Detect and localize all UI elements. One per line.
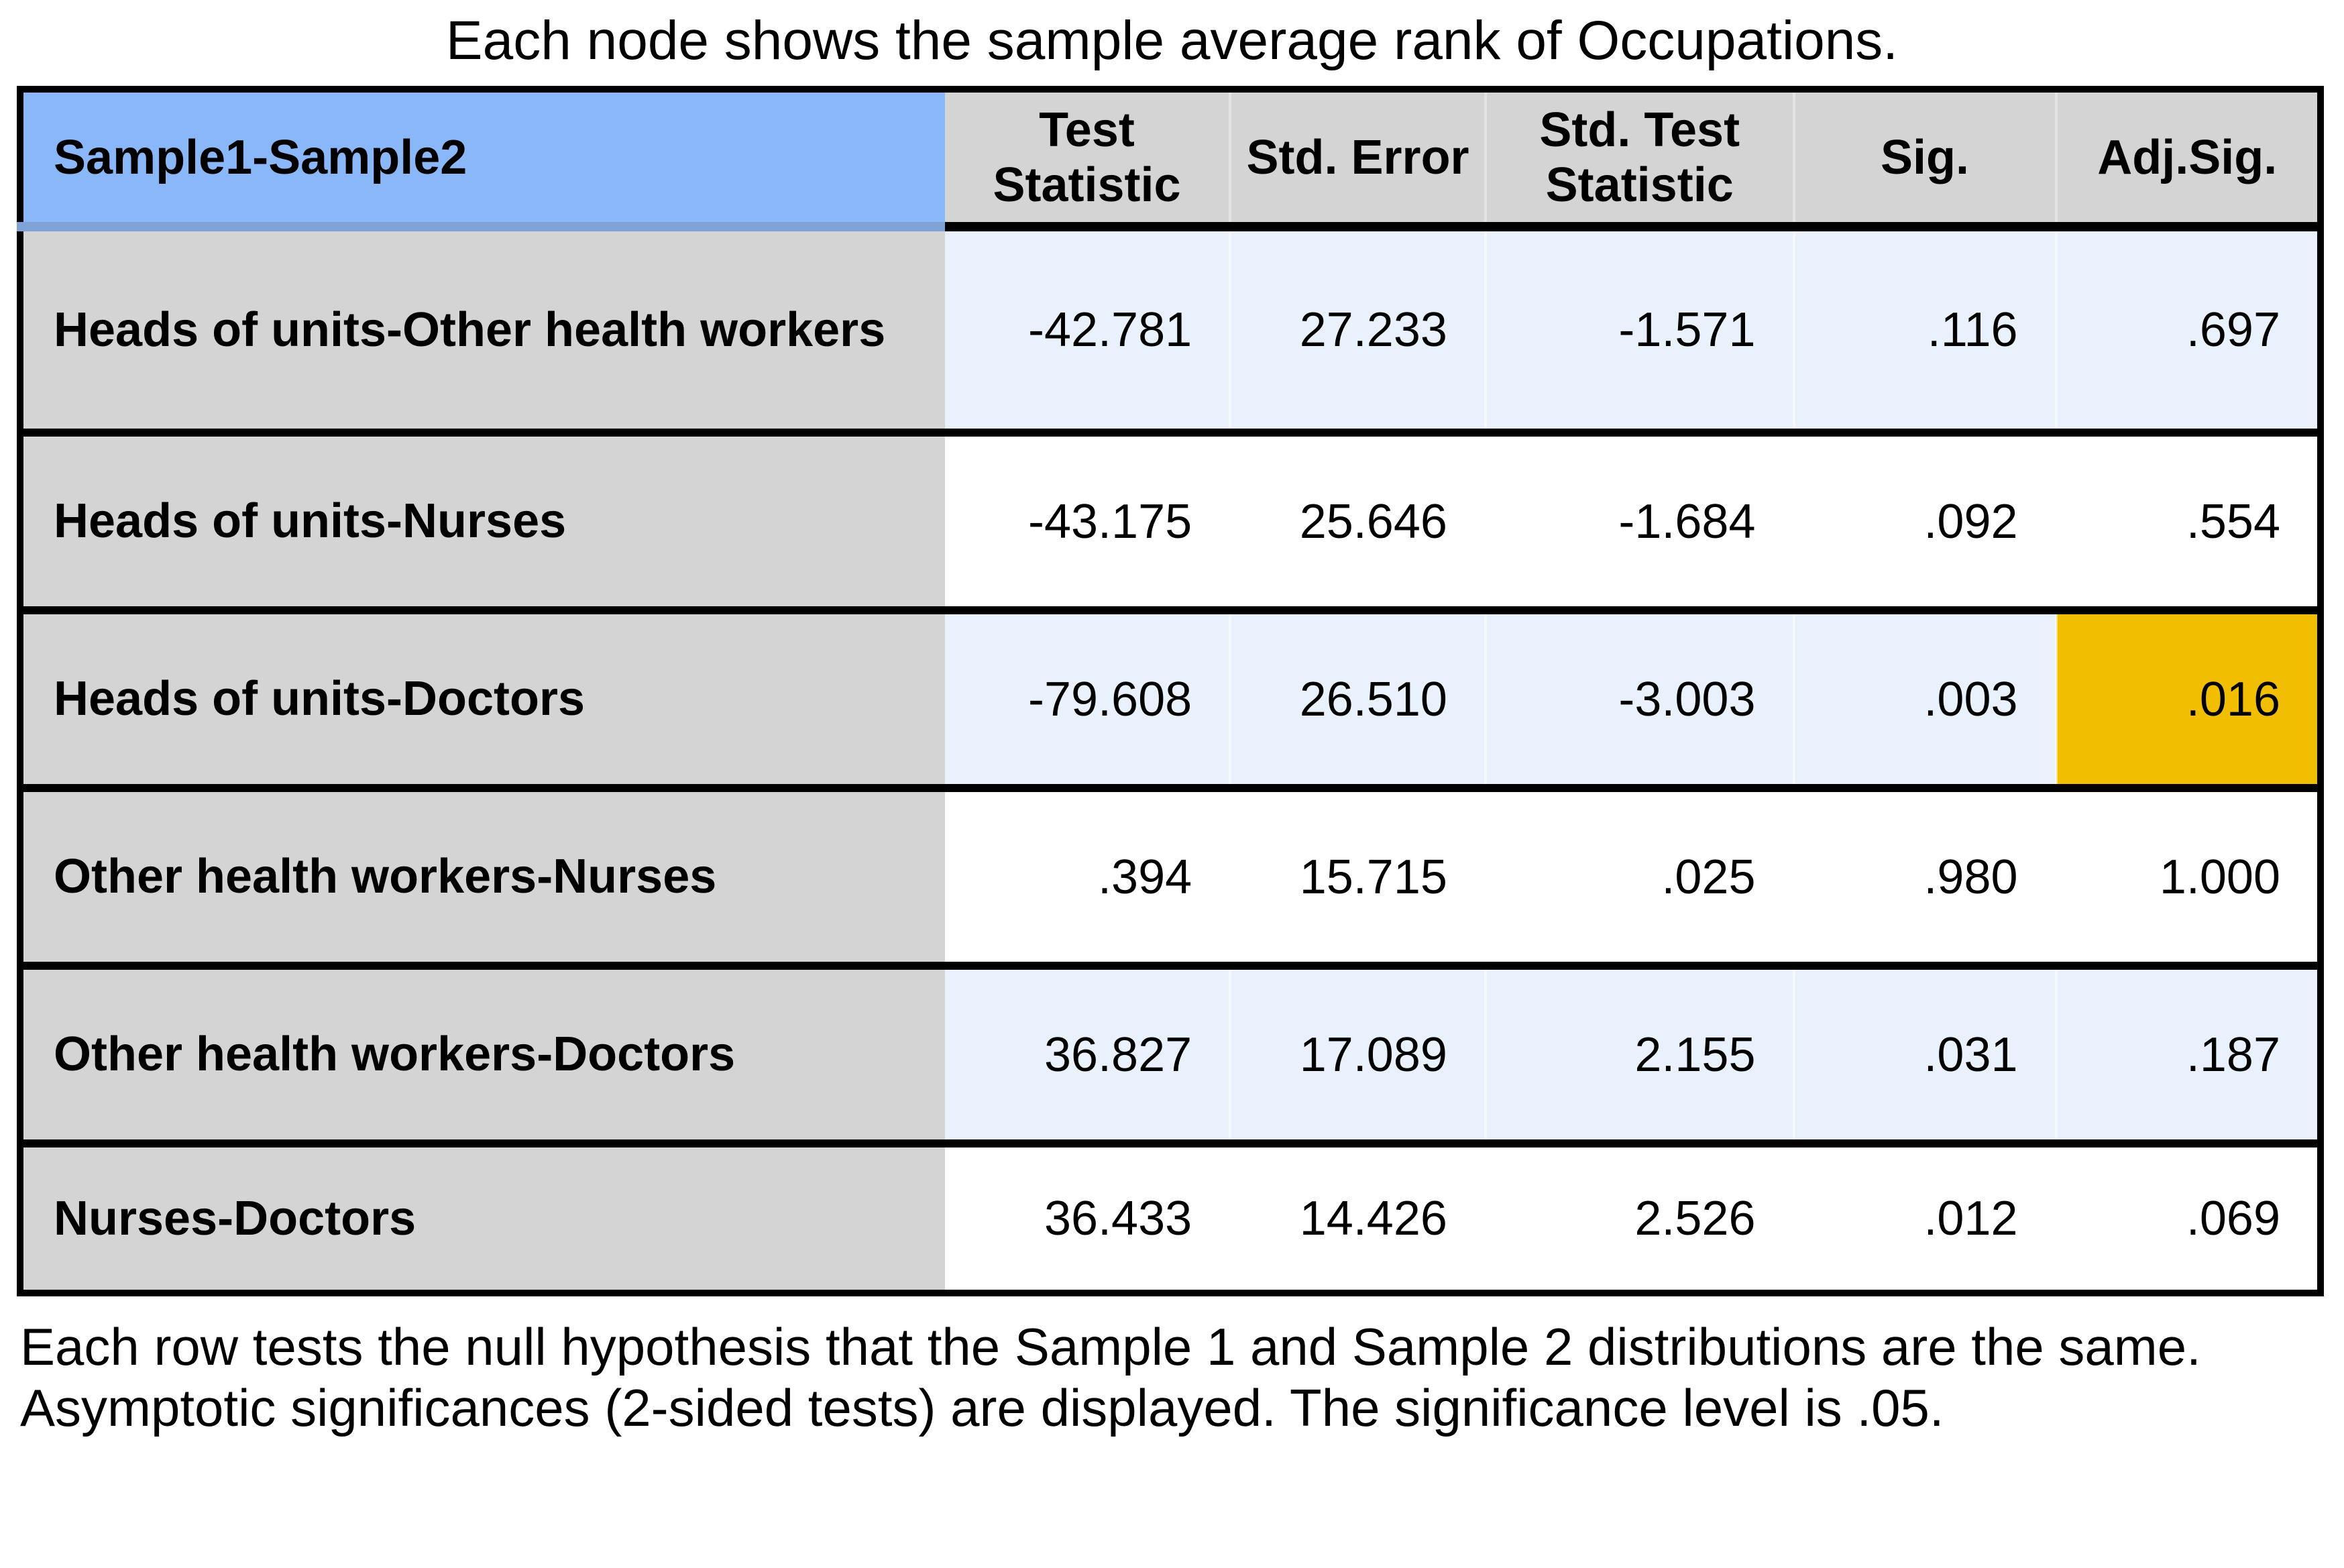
table-body: Heads of units-Other health workers -42.7… xyxy=(20,227,2321,1293)
footnote-significance-level: Asymptotic significances (2-sided tests)… xyxy=(20,1378,1944,1438)
value-cell: 1.000 xyxy=(2054,784,2321,966)
value-cell: .187 xyxy=(2054,962,2321,1143)
value-cell: .012 xyxy=(1792,1139,2056,1293)
value-cell: 26.510 xyxy=(1229,606,1486,788)
table-title: Each node shows the sample average rank … xyxy=(445,10,1899,71)
value-cell: 27.233 xyxy=(1229,227,1486,433)
header-row: Sample1-Sample2 Test Statistic Std. Error… xyxy=(20,89,2321,231)
row-label: Heads of units-Other health workers xyxy=(20,227,945,433)
value-cell: -43.175 xyxy=(944,429,1231,610)
value-cell: 36.827 xyxy=(944,962,1231,1143)
header-col-std-test-statistic: Std. Test Statistic xyxy=(1484,89,1794,231)
value-cell: -79.608 xyxy=(944,606,1231,788)
footnote-null-hypothesis: Each row tests the null hypothesis that … xyxy=(20,1317,2201,1376)
header-col-sig: Sig. xyxy=(1792,89,2056,231)
table-row: Other health workers-Doctors 36.827 17.089… xyxy=(20,962,2321,1143)
value-cell: .394 xyxy=(944,784,1231,966)
value-cell: .980 xyxy=(1792,784,2056,966)
value-cell: 25.646 xyxy=(1229,429,1486,610)
row-label: Other health workers-Doctors xyxy=(20,962,945,1143)
header-col-adj-sig: Adj.Sig. xyxy=(2054,89,2321,231)
row-label: Nurses-Doctors xyxy=(20,1139,945,1293)
value-cell: .697 xyxy=(2054,227,2321,433)
value-cell: 2.526 xyxy=(1484,1139,1794,1293)
value-cell: -42.781 xyxy=(944,227,1231,433)
value-cell: .069 xyxy=(2054,1139,2321,1293)
pairwise-comparisons-table: Sample1-Sample2 Test Statistic Std. Error… xyxy=(17,86,2324,1296)
row-label: Heads of units-Nurses xyxy=(20,429,945,610)
value-cell: .003 xyxy=(1792,606,2056,788)
header-col-test-statistic: Test Statistic xyxy=(944,89,1231,231)
table-footnotes: Each row tests the null hypothesis that … xyxy=(20,1317,2317,1439)
value-cell: 14.426 xyxy=(1229,1139,1486,1293)
table-row: Heads of units-Doctors -79.608 26.510 -3.00… xyxy=(20,606,2321,788)
value-cell: 2.155 xyxy=(1484,962,1794,1143)
value-cell: .554 xyxy=(2054,429,2321,610)
value-cell: 17.089 xyxy=(1229,962,1486,1143)
table-row: Heads of units-Nurses -43.175 25.646 -1.684… xyxy=(20,429,2321,610)
header-sample1-sample2: Sample1-Sample2 xyxy=(20,89,945,231)
header-col-std-error: Std. Error xyxy=(1229,89,1486,231)
row-label: Other health workers-Nurses xyxy=(20,784,945,966)
value-cell: .116 xyxy=(1792,227,2056,433)
value-cell: 15.715 xyxy=(1229,784,1486,966)
value-cell: -1.571 xyxy=(1484,227,1794,433)
value-cell: -3.003 xyxy=(1484,606,1794,788)
table-row: Nurses-Doctors 36.433 14.426 2.526.012.069 xyxy=(20,1139,2321,1293)
table-row: Other health workers-Nurses .394 15.715.02… xyxy=(20,784,2321,966)
value-cell: .092 xyxy=(1792,429,2056,610)
value-cell: .025 xyxy=(1484,784,1794,966)
value-cell: .031 xyxy=(1792,962,2056,1143)
value-cell: 36.433 xyxy=(944,1139,1231,1293)
value-cell: -1.684 xyxy=(1484,429,1794,610)
significant-value-cell: .016 xyxy=(2054,606,2321,788)
row-label: Heads of units-Doctors xyxy=(20,606,945,788)
table-row: Heads of units-Other health workers -42.7… xyxy=(20,227,2321,433)
